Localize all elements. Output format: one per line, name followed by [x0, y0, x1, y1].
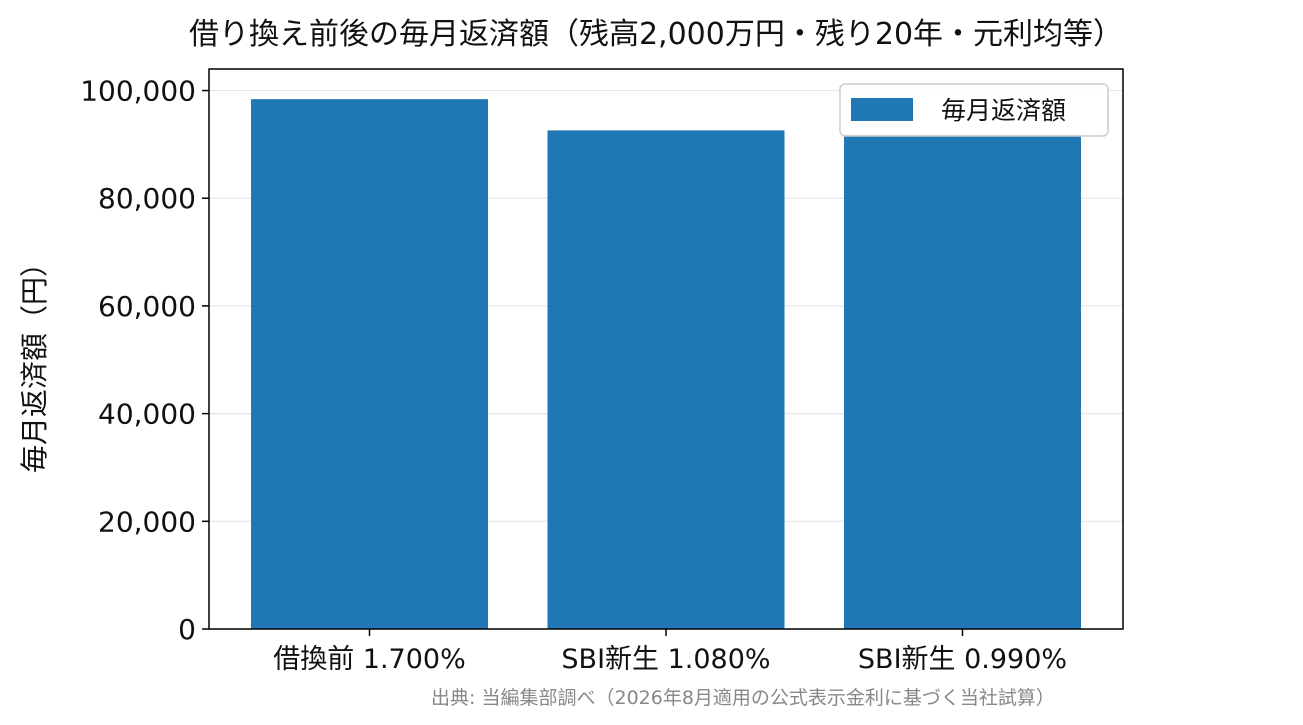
bar	[251, 99, 488, 629]
y-tick-label: 20,000	[98, 505, 196, 538]
x-axis-ticks: 借換前 1.700% SBI新生 1.080% SBI新生 0.990%	[273, 629, 1067, 675]
source-note: 出典: 当編集部調べ（2026年8月適用の公式表示金利に基づく当社試算）	[431, 687, 1055, 709]
y-tick-label: 40,000	[98, 398, 196, 431]
y-tick-label: 80,000	[98, 182, 196, 215]
bar	[844, 134, 1081, 629]
chart-title: 借り換え前後の毎月返済額（残高2,000万円・残り20年・元利均等）	[189, 17, 1123, 52]
y-axis-ticks: 0 20,000 40,000 60,000 80,000 100,000	[80, 75, 209, 646]
y-axis-label: 毎月返済額（円）	[18, 249, 51, 473]
x-tick-label: SBI新生 1.080%	[561, 644, 770, 675]
legend: 毎月返済額	[839, 83, 1109, 137]
y-tick-label: 0	[178, 613, 196, 646]
legend-swatch	[851, 98, 913, 121]
legend-box	[839, 83, 1109, 137]
x-tick-label: 借換前 1.700%	[273, 644, 466, 675]
bars	[251, 99, 1081, 629]
legend-label: 毎月返済額	[941, 96, 1066, 125]
x-tick-label: SBI新生 0.990%	[858, 644, 1067, 675]
bar	[547, 130, 785, 629]
y-tick-label: 100,000	[80, 75, 196, 108]
y-tick-label: 60,000	[98, 290, 196, 323]
